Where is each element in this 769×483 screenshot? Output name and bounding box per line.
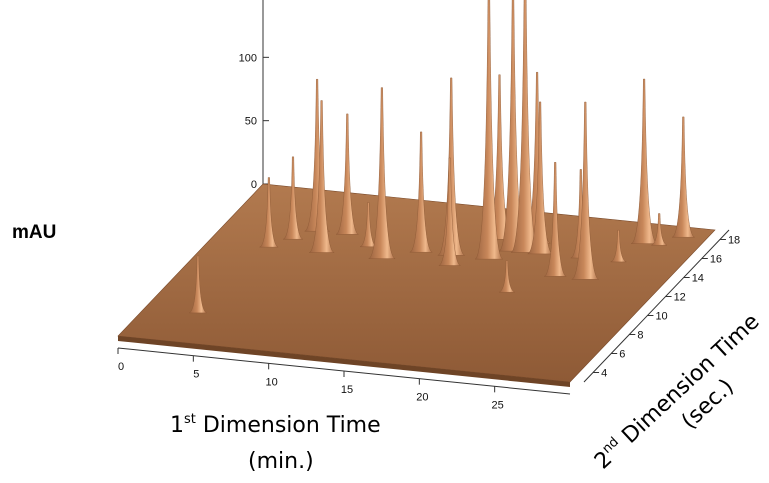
surface-peak (474, 0, 503, 260)
x-tick-label: 20 (416, 392, 428, 404)
x-tick-label: 15 (341, 384, 353, 396)
y-tick-label: 4 (601, 368, 607, 380)
surface-peak (409, 131, 433, 253)
surface-front-edge (118, 336, 570, 387)
z-tick-label: 50 (245, 116, 257, 128)
surface-peak (527, 101, 553, 255)
y-axis-line (583, 229, 730, 383)
surface-peak (259, 177, 279, 248)
z-tick-label: 100 (239, 52, 257, 64)
x-tick-label: 25 (492, 399, 504, 411)
x-tick-label: 5 (193, 369, 199, 381)
axes: 0 50 100 150 0 5 10 15 20 25 468 10 12 14 16 18 (117, 0, 740, 411)
y-tick-label: 8 (637, 330, 643, 342)
surface-base (117, 183, 716, 383)
y-tick-label: 16 (710, 254, 722, 266)
surface-peak (359, 202, 377, 247)
y-tick-label: 18 (728, 235, 740, 247)
x-axis-label-line1: 1st Dimension Time (170, 412, 381, 438)
z-axis-label: mAU (12, 222, 56, 243)
surface-peak (335, 113, 359, 235)
surface-peak (651, 213, 668, 246)
y-tick-label: 12 (674, 292, 686, 304)
surface-peak (610, 230, 627, 263)
z-tick-label: 150 (239, 0, 257, 1)
y-tick-label: 14 (692, 273, 704, 285)
surface-peak (510, 0, 540, 253)
x-tick-label: 10 (266, 376, 278, 388)
surface-peak (309, 100, 335, 253)
y-tick-label: 10 (655, 311, 667, 323)
surface-floor (117, 183, 716, 387)
surface-peaks (188, 0, 695, 314)
surface-peak (571, 101, 599, 280)
x-tick-label: 0 (118, 361, 124, 373)
surface-peak (631, 78, 658, 244)
surface-peak (499, 260, 515, 293)
y-tick-label: 6 (619, 349, 625, 361)
z-tick-label: 0 (251, 179, 257, 191)
surface-peak (368, 87, 396, 259)
x-axis-label-line2: (min.) (248, 449, 314, 474)
surface-peak (671, 116, 695, 238)
surface-peak (188, 255, 207, 314)
surface-peak (437, 77, 465, 256)
